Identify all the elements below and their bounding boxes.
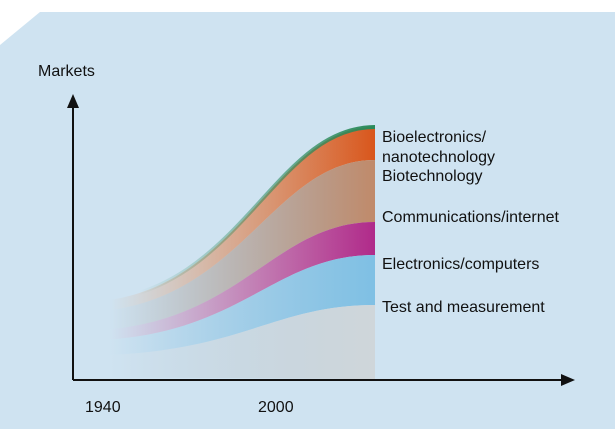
x-axis-label: 1940 (85, 399, 121, 416)
top-edge (79, 125, 376, 305)
layer-band (80, 255, 375, 356)
layer-label: Test and measurement (382, 299, 545, 316)
layer-bands (79, 125, 376, 379)
layer-band (80, 127, 375, 312)
layer-label: Biotechnology (382, 168, 483, 185)
layer-label: Communications/internet (382, 209, 560, 226)
layer-band (80, 222, 375, 341)
layer-band (80, 305, 375, 379)
layer-label: Bioelectronics/ (382, 129, 487, 146)
x-axis-label: 2000 (258, 399, 294, 416)
y-arrow (67, 94, 79, 108)
x-arrow (561, 374, 575, 386)
layer-band (80, 160, 375, 331)
y-axis-label: Markets (38, 63, 95, 80)
layer-label: Electronics/computers (382, 256, 539, 273)
layer-label: nanotechnology (382, 149, 495, 166)
